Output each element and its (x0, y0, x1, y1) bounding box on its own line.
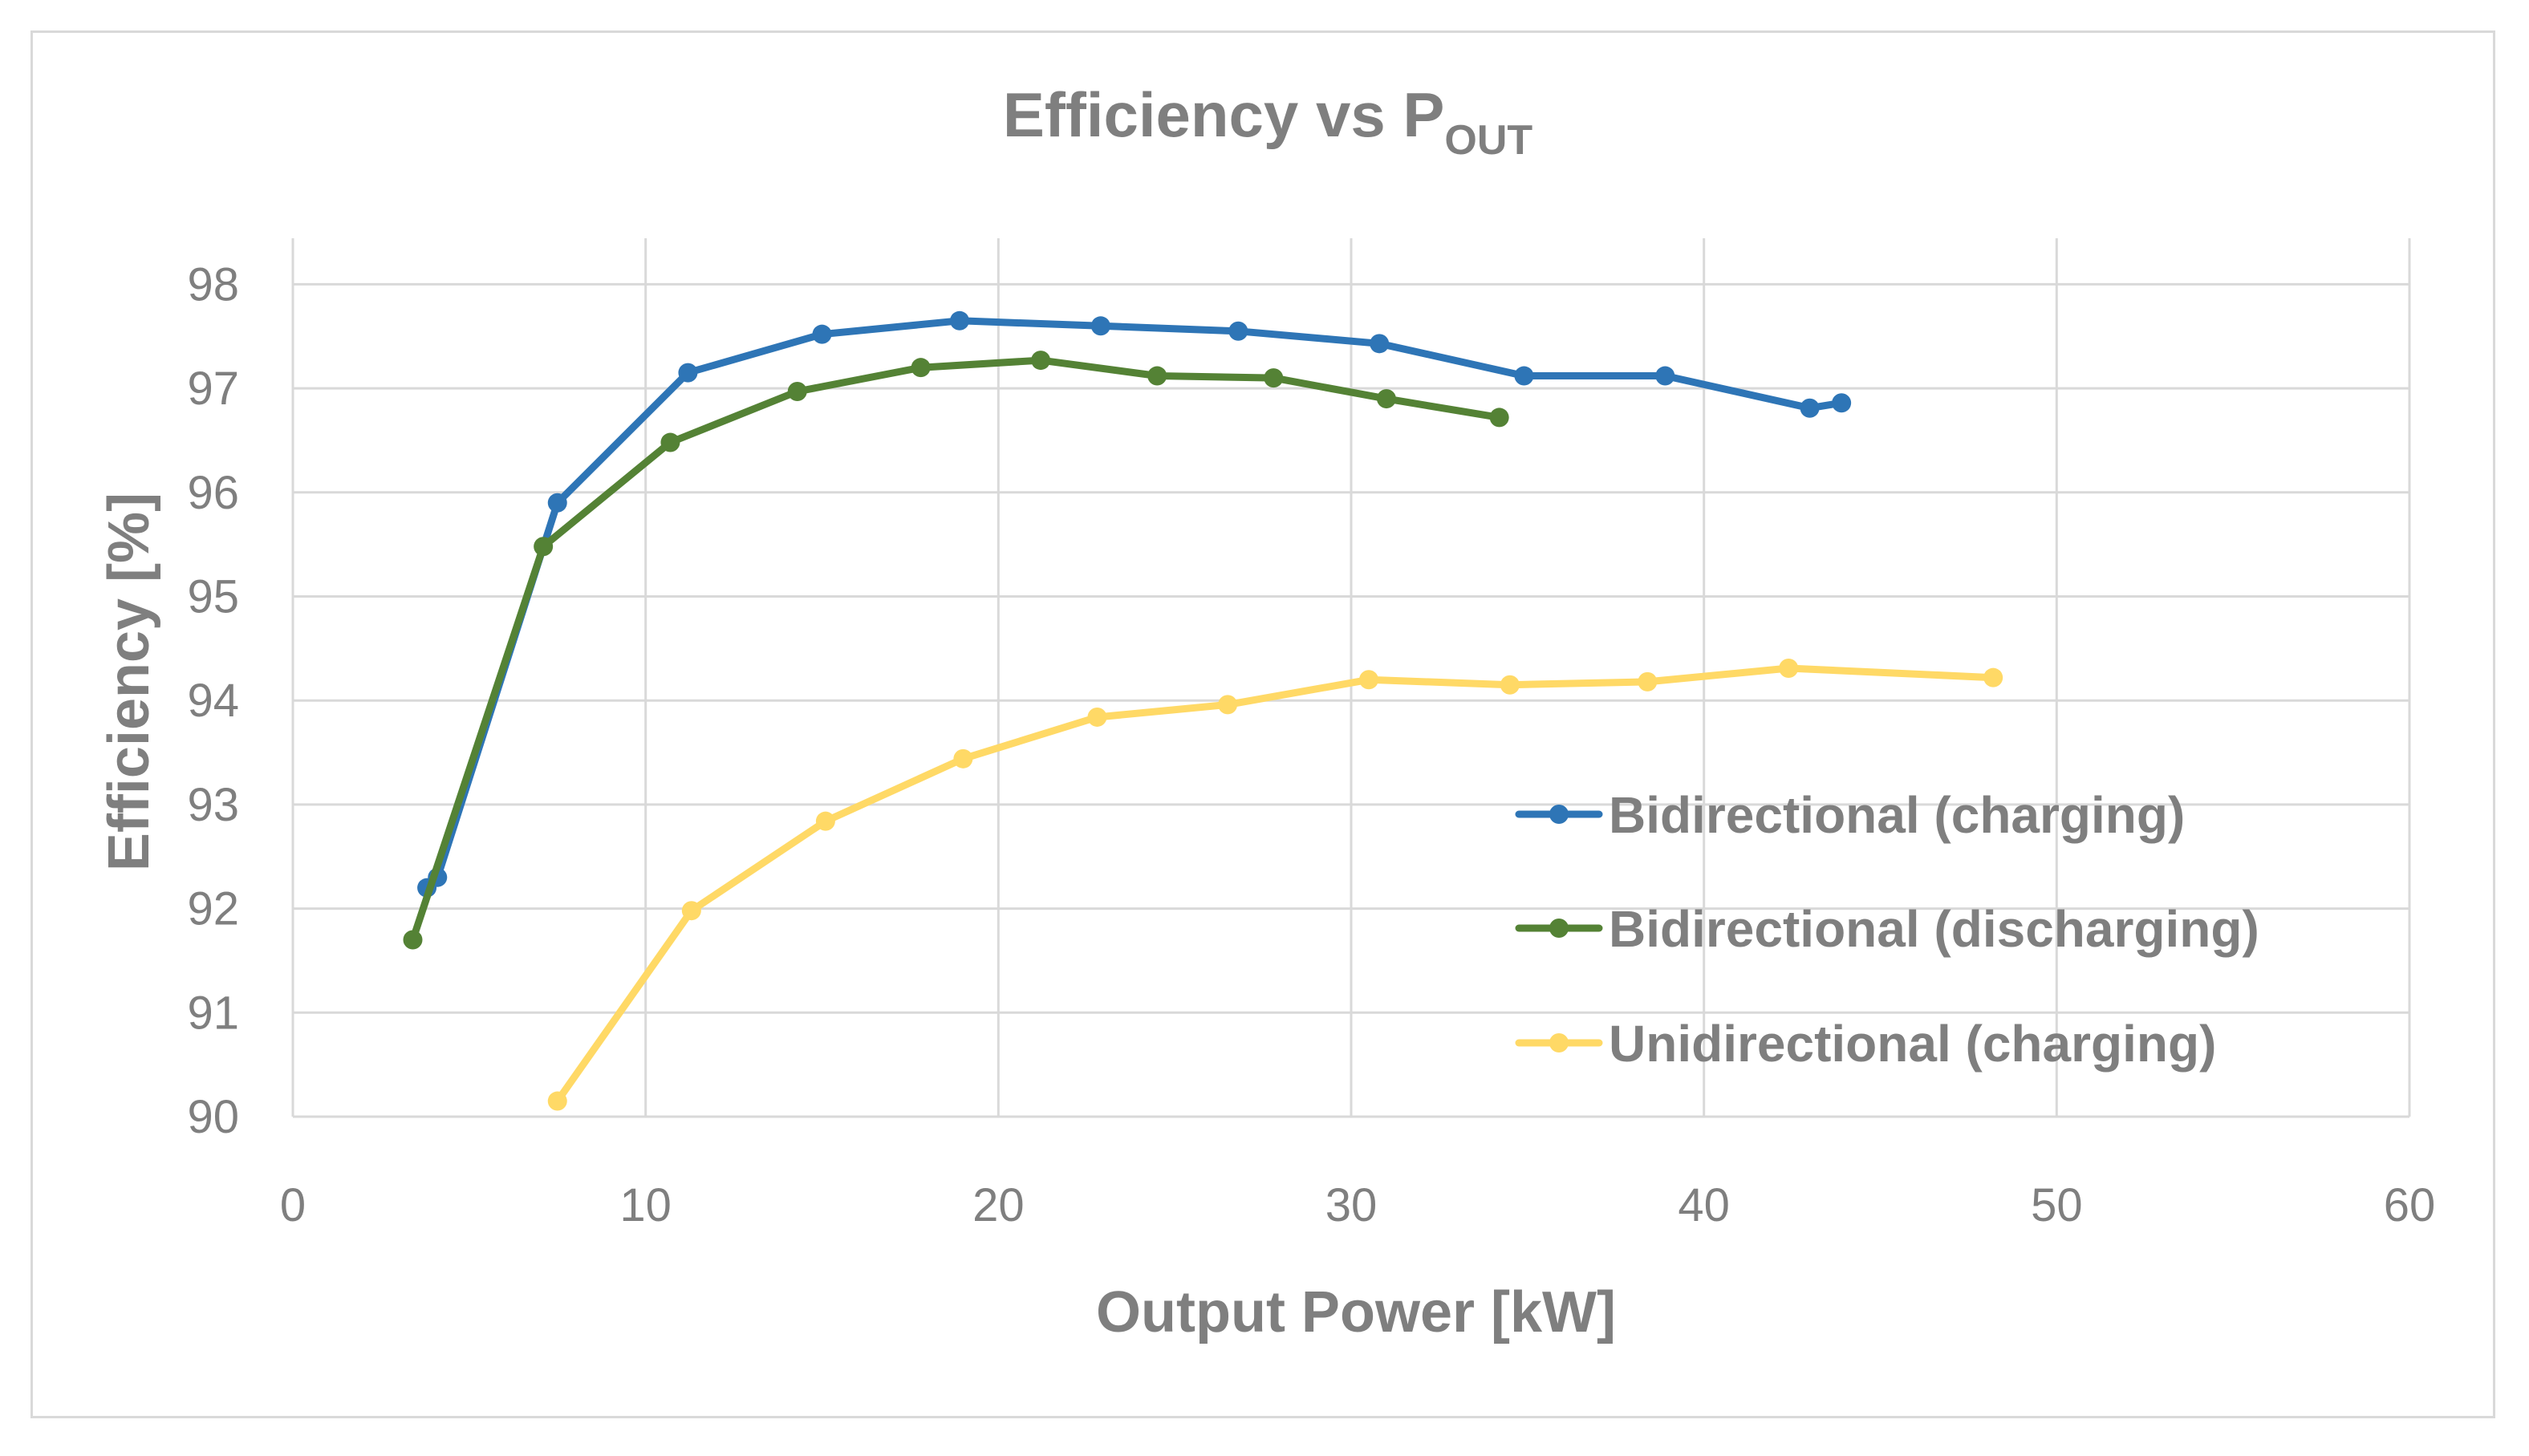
x-tick-label-30: 30 (1325, 1179, 1378, 1231)
data-point-2-8 (1638, 671, 1658, 691)
chart-title-subscript: OUT (1444, 117, 1532, 164)
x-tick-label-20: 20 (972, 1179, 1025, 1231)
data-point-1-9 (1489, 408, 1509, 428)
data-point-1-6 (1147, 366, 1167, 386)
data-point-1-0 (403, 930, 423, 950)
legend-swatch-marker-0 (1549, 805, 1569, 824)
legend-swatch-marker-1 (1549, 919, 1569, 938)
data-point-1-4 (911, 358, 931, 378)
data-point-1-7 (1264, 368, 1284, 388)
data-point-2-5 (1218, 695, 1238, 715)
legend-label-1: Bidirectional (discharging) (1609, 900, 2259, 958)
y-tick-label-96: 96 (187, 467, 239, 519)
legend-label-2: Unidirectional (charging) (1609, 1015, 2216, 1073)
y-tick-label-98: 98 (187, 258, 239, 310)
x-tick-label-50: 50 (2031, 1179, 2083, 1231)
chart-title: Efficiency vs POUT (1003, 79, 1533, 164)
x-tick-label-60: 60 (2384, 1179, 2436, 1231)
legend: Bidirectional (charging) Bidirectional (d… (1515, 786, 2259, 1073)
data-point-1-2 (660, 432, 680, 452)
grid (291, 238, 2411, 1118)
x-tick-label-40: 40 (1678, 1179, 1730, 1231)
tick-labels: 0 10 20 30 40 50 60 90 91 92 93 94 95 96 97 98 (187, 258, 2435, 1231)
legend-swatch-marker-2 (1549, 1033, 1569, 1052)
data-point-0-12 (1832, 393, 1852, 413)
data-point-0-5 (949, 310, 969, 331)
y-axis-label: Efficiency [%] (97, 493, 161, 871)
data-point-1-5 (1031, 351, 1051, 371)
data-point-2-0 (547, 1091, 567, 1111)
data-point-1-8 (1376, 389, 1396, 409)
y-tick-label-97: 97 (187, 363, 239, 415)
data-point-1-3 (787, 381, 807, 401)
series-line-1 (409, 356, 1504, 943)
y-tick-label-95: 95 (187, 571, 239, 623)
legend-item-2: Unidirectional (charging) (1515, 1015, 2216, 1073)
x-axis-label: Output Power [kW] (1096, 1280, 1616, 1344)
data-point-1-1 (534, 537, 554, 557)
x-tick-label-10: 10 (619, 1179, 672, 1231)
y-tick-label-92: 92 (187, 883, 239, 935)
data-point-0-11 (1800, 398, 1820, 418)
data-point-2-2 (815, 811, 835, 831)
legend-item-0: Bidirectional (charging) (1515, 786, 2185, 844)
data-point-2-1 (681, 901, 701, 921)
data-point-0-6 (1090, 316, 1110, 336)
data-point-2-10 (1983, 667, 2003, 687)
data-point-0-10 (1655, 366, 1675, 386)
y-tick-label-90: 90 (187, 1091, 239, 1143)
data-point-2-9 (1779, 658, 1799, 678)
chart-frame (30, 30, 2495, 1418)
legend-item-1: Bidirectional (discharging) (1515, 900, 2259, 958)
data-point-2-3 (953, 748, 973, 769)
y-tick-label-91: 91 (187, 987, 239, 1039)
chart-title-main: Efficiency vs P (1003, 79, 1445, 150)
data-point-2-4 (1087, 707, 1107, 727)
data-point-2-6 (1358, 670, 1378, 690)
series-group (403, 310, 2003, 1111)
data-point-0-4 (812, 324, 832, 344)
y-tick-label-93: 93 (187, 779, 239, 831)
data-point-2-7 (1500, 675, 1520, 695)
x-tick-label-0: 0 (280, 1179, 306, 1231)
data-point-0-8 (1370, 334, 1390, 354)
data-point-0-3 (678, 363, 698, 383)
series-2 (547, 658, 2003, 1111)
data-point-0-7 (1228, 321, 1248, 341)
legend-label-0: Bidirectional (charging) (1609, 786, 2185, 844)
y-tick-label-94: 94 (187, 675, 239, 727)
series-1 (403, 351, 1509, 950)
data-point-0-2 (547, 493, 567, 513)
data-point-0-9 (1514, 366, 1534, 386)
